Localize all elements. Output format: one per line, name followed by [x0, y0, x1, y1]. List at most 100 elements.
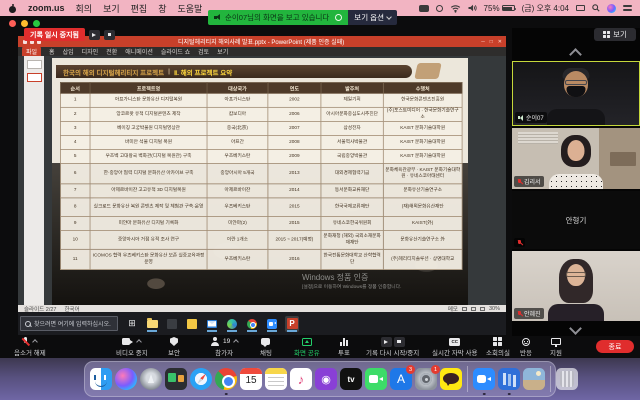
view-options-button[interactable]: 보기 옵션: [348, 10, 397, 25]
notification-badge: 1: [431, 365, 440, 374]
dock-finder-icon[interactable]: [90, 368, 112, 390]
table-cell: 우즈베키스탄: [206, 248, 269, 270]
table-cell: 7: [59, 183, 91, 199]
menu-app-name[interactable]: zoom.us: [28, 3, 65, 13]
table-cell: 대외경제협력기금: [320, 163, 384, 185]
windows-search-box: 찾으려면 여기에 입력하십시오.: [20, 316, 118, 331]
muted-mic-icon: [517, 239, 522, 246]
stop-recording-button[interactable]: [103, 29, 115, 40]
chat-button[interactable]: 채팅: [260, 337, 272, 357]
participant-tile[interactable]: 김리서: [512, 128, 640, 189]
table-cell: 문화재청 (해외) 국외소재문화재재단: [320, 230, 384, 250]
dock-system-preferences-icon[interactable]: 1: [415, 365, 440, 390]
display-icon[interactable]: [576, 5, 585, 11]
table-header-row: 순서 프로젝트명 대상국가 연도 발주처 수행처: [59, 81, 463, 94]
table-row: 10 중앙아시아 거점 유적 조사 연구 이란 1개소 2015 ~ 2017(예정)…: [59, 230, 463, 250]
table-cell: 바미안 석불 디지털 복원: [89, 135, 208, 150]
volume-icon[interactable]: [468, 4, 477, 12]
chevron-up-icon[interactable]: [32, 338, 38, 345]
table-cell: 미얀마(2): [206, 216, 269, 231]
menu-meeting[interactable]: 회의: [75, 3, 93, 14]
audio-on-icon: [518, 114, 524, 121]
dock-image-file-icon[interactable]: [523, 368, 545, 390]
participants-button[interactable]: 19 참가자: [210, 337, 240, 357]
security-button[interactable]: 보안: [168, 337, 180, 357]
dock-chrome-icon[interactable]: [215, 368, 237, 395]
battery-indicator[interactable]: 75%: [484, 4, 517, 13]
dock-siri-icon[interactable]: [115, 368, 137, 390]
reactions-button[interactable]: 반응: [520, 337, 532, 357]
dock-calendar-icon[interactable]: 15: [240, 368, 262, 390]
apple-menu-icon[interactable]: [8, 3, 17, 13]
dock-trash-icon[interactable]: [556, 368, 578, 390]
powerpoint-icon: P: [285, 315, 299, 332]
table-cell: 8: [59, 197, 91, 217]
menu-view[interactable]: 보기: [103, 3, 120, 14]
view-layout-button[interactable]: 보기: [594, 28, 636, 41]
participant-tile-active[interactable]: 순이07: [512, 61, 640, 126]
end-meeting-button[interactable]: 종료: [596, 340, 634, 353]
dock-zoom-icon[interactable]: [473, 368, 495, 395]
table-cell: 아제르바이잔: [206, 183, 269, 199]
participant-name-label: [514, 238, 525, 247]
resume-recording-button[interactable]: [380, 336, 392, 347]
table-cell: 문화유산기술연구소: [382, 183, 463, 199]
fullscreen-window-button[interactable]: [33, 20, 40, 27]
scroll-down-chevron-icon[interactable]: [569, 322, 582, 335]
stop-video-button[interactable]: 비디오 중지: [116, 337, 148, 357]
siri-icon[interactable]: [607, 3, 616, 13]
dock-facetime-icon[interactable]: [365, 368, 387, 390]
powerpoint-ribbon: 파일 홈 삽입 디자인 전환 애니메이션 슬라이드 쇼 검토 보기: [18, 46, 506, 57]
screen-record-icon[interactable]: [418, 4, 429, 12]
table-cell: 2009: [267, 149, 322, 164]
dock-apple-tv-icon[interactable]: tv: [340, 368, 362, 390]
dock-launchpad-icon[interactable]: [140, 368, 162, 390]
column-header: 대상국가: [206, 81, 269, 94]
dock-documents-app-icon[interactable]: [498, 368, 520, 395]
table-cell: 3: [59, 120, 91, 136]
close-window-button[interactable]: [9, 20, 16, 27]
live-caption-button[interactable]: CC 실시간 자막 사용: [432, 337, 478, 357]
quick-access-toolbar: [23, 39, 41, 44]
dock-displays-app-icon[interactable]: [165, 368, 187, 390]
chevron-up-icon[interactable]: [233, 338, 240, 345]
dock-safari-icon[interactable]: [190, 368, 212, 390]
poll-button[interactable]: 투표: [338, 337, 350, 357]
minimize-window-button[interactable]: [21, 20, 28, 27]
table-row: 4 바미안 석불 디지털 복원 아프간 2008 서울역사박물관 KAIST 문화기술대학…: [59, 135, 463, 150]
table-cell: 이란 1개소: [206, 230, 269, 250]
stop-recording-button[interactable]: [393, 336, 405, 347]
dock-kakaotalk-icon[interactable]: [440, 368, 462, 390]
unmute-button[interactable]: 음소거 해제: [14, 337, 46, 357]
participants-icon: [210, 337, 221, 346]
menu-edit[interactable]: 편집: [130, 3, 148, 14]
table-cell: 한국국제교류재단: [320, 197, 384, 217]
participant-tile[interactable]: 안혜진: [512, 251, 640, 321]
control-center-icon[interactable]: [623, 4, 632, 12]
participant-video: [512, 128, 640, 189]
breakout-rooms-button[interactable]: 소회의실: [486, 337, 510, 357]
dock-music-icon[interactable]: ♪: [290, 368, 312, 390]
share-screen-button[interactable]: 화면 공유: [294, 337, 320, 357]
support-button[interactable]: 지원: [550, 337, 562, 357]
table-row: 11 ICOMOS 협력 우즈베키스탄 문화유산 보존 실증교육과정 운영 우즈베키…: [59, 248, 463, 270]
dock-podcasts-icon[interactable]: ◉: [315, 368, 337, 390]
participant-tile-video-off[interactable]: 안형기: [512, 191, 640, 249]
wifi-icon[interactable]: [450, 4, 461, 13]
dock-notes-icon[interactable]: [265, 368, 287, 390]
table-cell: 미얀마 문화유산 디지털 기록화: [89, 216, 208, 231]
menu-bar-clock[interactable]: (금) 오후 4:04: [521, 3, 569, 13]
spotlight-icon[interactable]: [592, 4, 600, 12]
chevron-up-icon[interactable]: [136, 338, 143, 345]
table-cell: 한국문화콘텐츠진흥원: [382, 92, 463, 108]
column-header: 연도: [267, 81, 322, 94]
resume-recording-button[interactable]: [88, 29, 100, 40]
focus-icon[interactable]: [435, 4, 443, 12]
table-cell: 제일기획: [320, 92, 384, 108]
menu-help[interactable]: 도움말: [177, 3, 203, 14]
scroll-up-chevron-icon[interactable]: [569, 48, 582, 61]
share-swap-icon[interactable]: [335, 14, 343, 21]
menu-window[interactable]: 창: [158, 3, 167, 14]
table-cell: KAIST 문화기술대학원: [382, 120, 463, 136]
